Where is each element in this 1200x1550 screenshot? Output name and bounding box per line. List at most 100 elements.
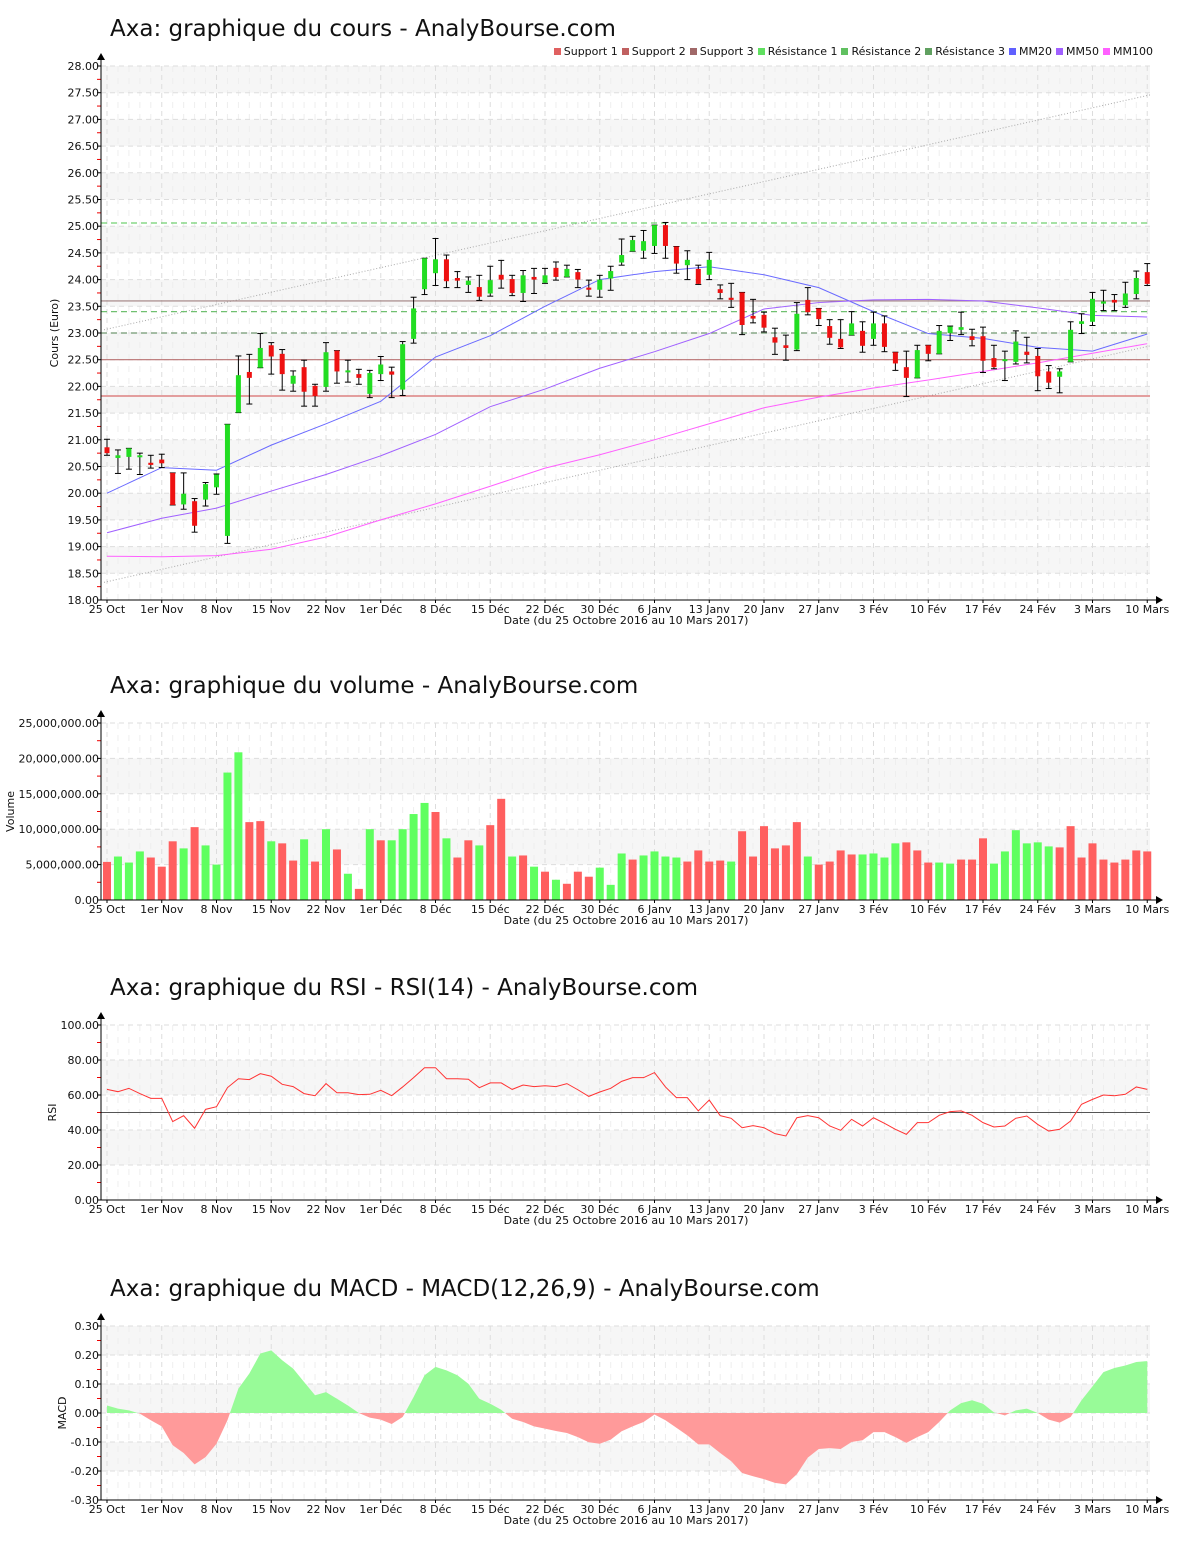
candle-body: [553, 267, 559, 277]
candle-body: [224, 424, 230, 536]
volume-bar: [289, 860, 298, 900]
candle-body: [925, 345, 931, 354]
x-tick-label: 15 Déc: [471, 1203, 510, 1216]
y-tick-label: 27.00: [68, 113, 100, 126]
volume-bar: [1088, 843, 1097, 900]
x-tick-label: 20 Janv: [744, 1503, 785, 1516]
y-tick-label: 27.50: [68, 87, 100, 100]
grid-band: [101, 439, 1150, 467]
candle: [191, 498, 198, 533]
candle-body: [411, 308, 417, 339]
candle-body: [542, 275, 548, 283]
candle: [268, 342, 275, 375]
y-tick-label: 21.50: [68, 407, 100, 420]
candle-body: [805, 299, 811, 313]
candle-body: [509, 279, 515, 293]
candle: [662, 221, 669, 259]
candle-body: [487, 280, 493, 294]
volume-bar: [1055, 847, 1064, 900]
volume-bar: [256, 821, 265, 900]
grid-band: [101, 1326, 1150, 1355]
y-tick-label: 26.50: [68, 140, 100, 153]
volume-bar: [190, 827, 199, 900]
x-tick-label: 8 Nov: [201, 603, 233, 616]
volume-bar: [354, 888, 363, 900]
candle-body: [860, 330, 866, 346]
volume-bar: [639, 855, 648, 900]
volume-bar: [617, 853, 626, 900]
volume-bar: [913, 850, 922, 900]
volume-bar: [858, 854, 867, 900]
x-tick-label: 22 Nov: [307, 903, 346, 916]
y-tick-label: 18.00: [68, 594, 100, 607]
x-tick-label: 17 Fév: [965, 903, 1002, 916]
volume-bar: [694, 850, 703, 900]
x-tick-label: 30 Déc: [580, 1203, 619, 1216]
candle: [312, 383, 319, 407]
x-tick-label: 13 Janv: [689, 903, 730, 916]
volume-bar: [573, 871, 582, 900]
candle: [870, 311, 877, 346]
x-tick-label: 22 Nov: [307, 603, 346, 616]
candle-body: [1122, 293, 1128, 306]
grid-band: [101, 172, 1150, 200]
candle-body: [389, 371, 395, 375]
chart-title: Axa: graphique du MACD - MACD(12,26,9) -…: [110, 1276, 820, 1302]
candle-body: [892, 352, 898, 364]
grid-band: [101, 66, 1150, 93]
mm100-line: [106, 343, 1148, 558]
x-tick-label: 25 Oct: [89, 1203, 126, 1216]
y-axis-arrow-icon: [97, 1012, 105, 1019]
y-tick-label: 80.00: [68, 1054, 100, 1067]
x-axis-arrow-icon: [1156, 1496, 1163, 1504]
candle: [1100, 289, 1107, 312]
x-tick-label: 27 Janv: [798, 1503, 839, 1516]
x-axis-title: Date (du 25 Octobre 2016 au 10 Mars 2017…: [504, 1514, 749, 1527]
candle-body: [192, 501, 198, 526]
volume-bar: [727, 861, 736, 900]
volume-bar: [749, 856, 758, 900]
x-tick-label: 1er Déc: [359, 603, 402, 616]
x-tick-label: 30 Déc: [580, 903, 619, 916]
candle-body: [838, 338, 844, 348]
candle: [585, 279, 592, 297]
x-tick-label: 8 Nov: [201, 903, 233, 916]
x-tick-label: 15 Déc: [471, 903, 510, 916]
volume-bar: [814, 864, 823, 900]
x-tick-label: 20 Janv: [744, 1203, 785, 1216]
x-tick-label: 1er Déc: [359, 1203, 402, 1216]
volume-bar: [562, 883, 571, 900]
candle-body: [214, 474, 219, 488]
x-tick-label: 10 Fév: [910, 1203, 947, 1216]
x-tick-label: 10 Fév: [910, 603, 947, 616]
candle-body: [148, 462, 154, 465]
candle: [344, 359, 351, 383]
x-tick-label: 15 Déc: [471, 603, 510, 616]
candle-body: [235, 375, 241, 413]
candle: [629, 235, 636, 252]
candle-body: [630, 240, 636, 252]
x-tick-label: 24 Fév: [1020, 1503, 1057, 1516]
y-tick-label: -0.10: [71, 1436, 99, 1449]
x-tick-label: 22 Déc: [526, 1503, 565, 1516]
candle-body: [1090, 298, 1095, 322]
y-axis-title: Cours (Euro): [48, 299, 61, 368]
candle-body: [400, 344, 406, 390]
volume-bar: [464, 840, 473, 900]
candle: [1122, 281, 1129, 308]
legend-swatch: [841, 48, 849, 55]
candle: [804, 287, 811, 316]
volume-bar: [957, 859, 966, 900]
legend-item: Résistance 2: [841, 45, 921, 58]
candle: [892, 351, 899, 371]
candle-body: [433, 259, 438, 274]
candle: [793, 302, 800, 352]
x-tick-label: 20 Janv: [744, 903, 785, 916]
volume-bar: [628, 859, 637, 900]
candle-body: [794, 313, 800, 350]
y-tick-label: 25.00: [68, 220, 100, 233]
candle: [596, 274, 603, 298]
candle: [531, 267, 538, 294]
y-tick-label: 18.50: [68, 567, 100, 580]
candle-body: [531, 276, 537, 280]
